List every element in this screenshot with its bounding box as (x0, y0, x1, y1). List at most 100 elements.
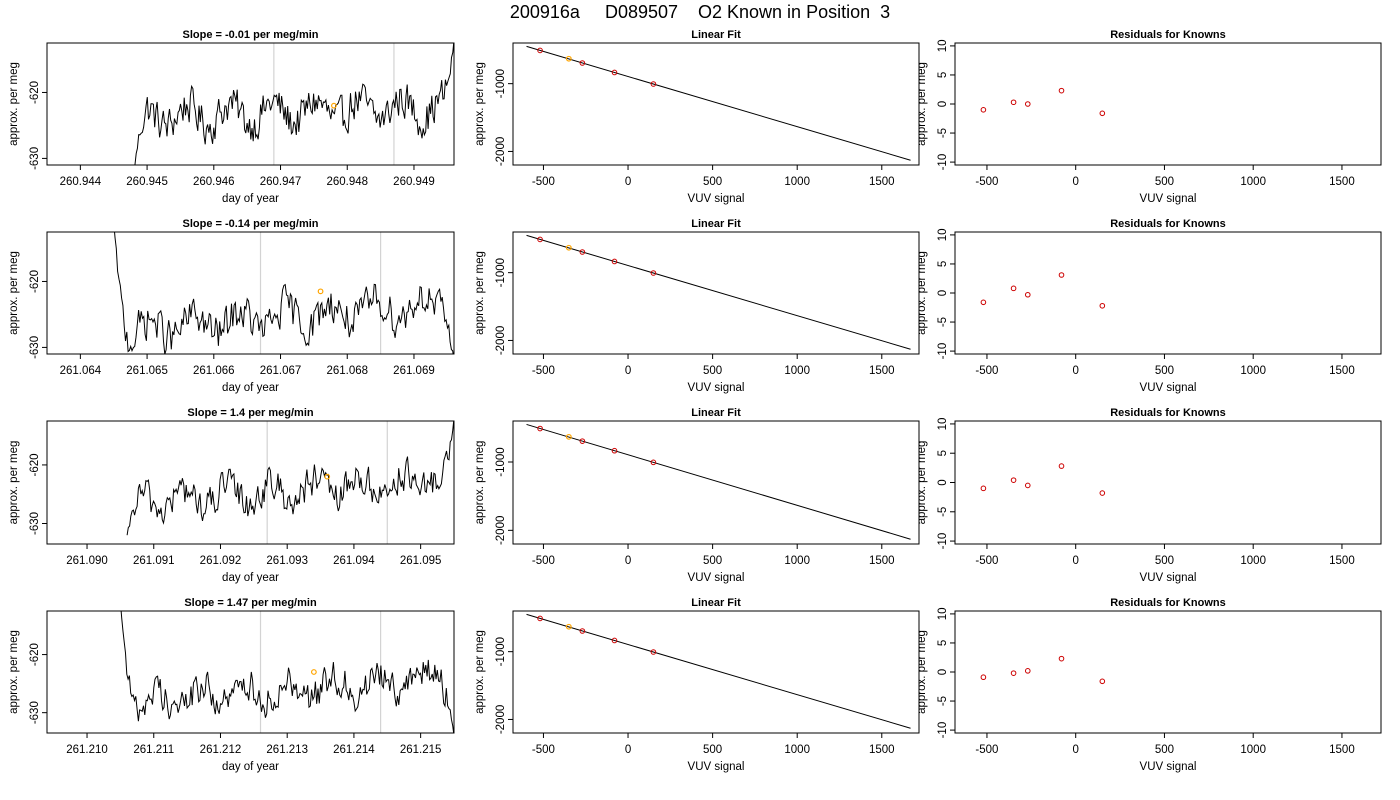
y-axis-label: approx. per meg (8, 630, 20, 714)
plot-area (120, 611, 454, 733)
y-axis-label: approx. per meg (8, 251, 20, 335)
panel-title: Slope = 1.4 per meg/min (187, 407, 314, 419)
plot-frame (954, 42, 1382, 166)
known-point (1058, 655, 1065, 662)
x-tick-label: -500 (532, 744, 555, 756)
y-tick-label: -10 (937, 154, 949, 171)
x-tick-label: 261.068 (326, 365, 368, 377)
x-tick-label: 1000 (1240, 176, 1266, 188)
fit-line (526, 45, 911, 161)
known-point (1058, 87, 1065, 94)
x-tick-label: 261.067 (260, 365, 302, 377)
x-tick-label: 260.947 (260, 176, 302, 188)
linear-fit-panel-2: -500 0 500 1000 1500 -2000 -1000 Linear Fit VUV … (474, 218, 920, 394)
y-tick-label: -2000 (495, 705, 507, 734)
per-meg-trace (114, 232, 454, 354)
x-axis-label: VUV signal (1140, 193, 1197, 205)
residuals-panel-2: -500 0 500 1000 1500 -10 -5 0 5 10 Residuals for K… (916, 218, 1382, 394)
x-tick-label: -500 (975, 744, 998, 756)
x-tick-label: -500 (532, 365, 555, 377)
x-tick-label: 1500 (869, 365, 895, 377)
x-axis-label: VUV signal (688, 761, 745, 773)
y-tick-label: -2000 (495, 326, 507, 355)
x-tick-label: 1500 (1329, 555, 1355, 567)
y-tick-label: -630 (29, 512, 41, 535)
y-tick-label: -630 (29, 147, 41, 170)
known-point (650, 81, 657, 87)
x-tick-label: 1000 (784, 555, 810, 567)
x-tick-label: -500 (532, 176, 555, 188)
plot-frame (46, 231, 455, 355)
panel-title: Slope = -0.14 per meg/min (182, 218, 318, 230)
y-tick-label: 0 (937, 101, 949, 107)
per-meg-trace (134, 43, 454, 165)
panel-title: Linear Fit (691, 407, 741, 419)
x-tick-label: 500 (703, 365, 722, 377)
fit-line (526, 613, 911, 729)
known-point (1010, 285, 1017, 292)
residuals-panel-1: -500 0 500 1000 1500 -10 -5 0 5 10 Residuals for K… (916, 29, 1382, 205)
x-tick-label: 1500 (869, 176, 895, 188)
known-point (980, 107, 987, 113)
y-tick-label: -620 (29, 270, 41, 293)
y-tick-label: 5 (937, 72, 949, 78)
x-tick-label: 1500 (1329, 744, 1355, 756)
known-point (611, 258, 618, 265)
y-tick-label: -2000 (495, 516, 507, 545)
y-axis-label: approx. per meg (916, 62, 928, 146)
x-tick-label: 0 (625, 555, 631, 567)
sample-point (565, 623, 572, 630)
y-tick-label: -630 (29, 336, 41, 359)
panel-title: Residuals for Knowns (1110, 597, 1226, 609)
x-axis-label: day of year (222, 761, 279, 773)
sample-point (324, 473, 331, 480)
x-tick-label: 1000 (784, 176, 810, 188)
plot-area (980, 272, 1106, 309)
x-tick-label: 1000 (1240, 365, 1266, 377)
known-point (579, 249, 586, 255)
page-title: 200916a D089507 O2 Known in Position 3 (509, 2, 891, 22)
x-axis-label: VUV signal (1140, 572, 1197, 584)
sample-point (331, 102, 337, 109)
x-axis-label: VUV signal (1140, 382, 1197, 394)
x-axis-label: VUV signal (688, 382, 745, 394)
y-tick-label: 0 (937, 479, 949, 485)
x-tick-label: 261.091 (133, 555, 175, 567)
per-meg-trace (120, 611, 454, 733)
known-point (1010, 99, 1017, 106)
x-tick-label: -500 (975, 176, 998, 188)
panel-title: Linear Fit (691, 597, 741, 609)
y-tick-label: -1000 (495, 258, 507, 287)
known-point (537, 615, 543, 622)
time-series-panel-4: 261.210 261.211 261.212 261.213 261.214 261.2… (8, 597, 455, 773)
x-tick-label: 261.215 (400, 744, 442, 756)
plot-area (526, 234, 911, 350)
panel-title: Residuals for Knowns (1110, 407, 1226, 419)
known-point (611, 69, 618, 76)
x-tick-label: 260.945 (126, 176, 168, 188)
y-axis-label: approx. per meg (916, 251, 928, 335)
y-tick-label: 0 (937, 290, 949, 296)
known-point (1099, 302, 1106, 309)
fit-line (526, 234, 911, 350)
x-tick-label: 261.065 (126, 365, 168, 377)
y-tick-label: -620 (29, 643, 41, 666)
y-tick-label: 5 (937, 261, 949, 267)
known-point (650, 649, 657, 655)
y-axis-label: approx. per meg (474, 630, 486, 714)
y-tick-label: 10 (937, 229, 949, 242)
x-tick-label: 1500 (1329, 365, 1355, 377)
y-tick-label: 10 (937, 608, 949, 621)
known-point (1024, 291, 1031, 298)
y-axis-label: approx. per meg (474, 251, 486, 335)
known-point (611, 637, 618, 644)
x-axis-label: VUV signal (1140, 761, 1197, 773)
known-point (1099, 490, 1106, 496)
x-tick-label: 1000 (784, 365, 810, 377)
x-tick-label: 0 (1072, 555, 1078, 567)
x-tick-label: 0 (1072, 744, 1078, 756)
y-axis-label: approx. per meg (8, 441, 20, 525)
y-tick-label: 10 (937, 418, 949, 431)
x-tick-label: 500 (1155, 555, 1174, 567)
